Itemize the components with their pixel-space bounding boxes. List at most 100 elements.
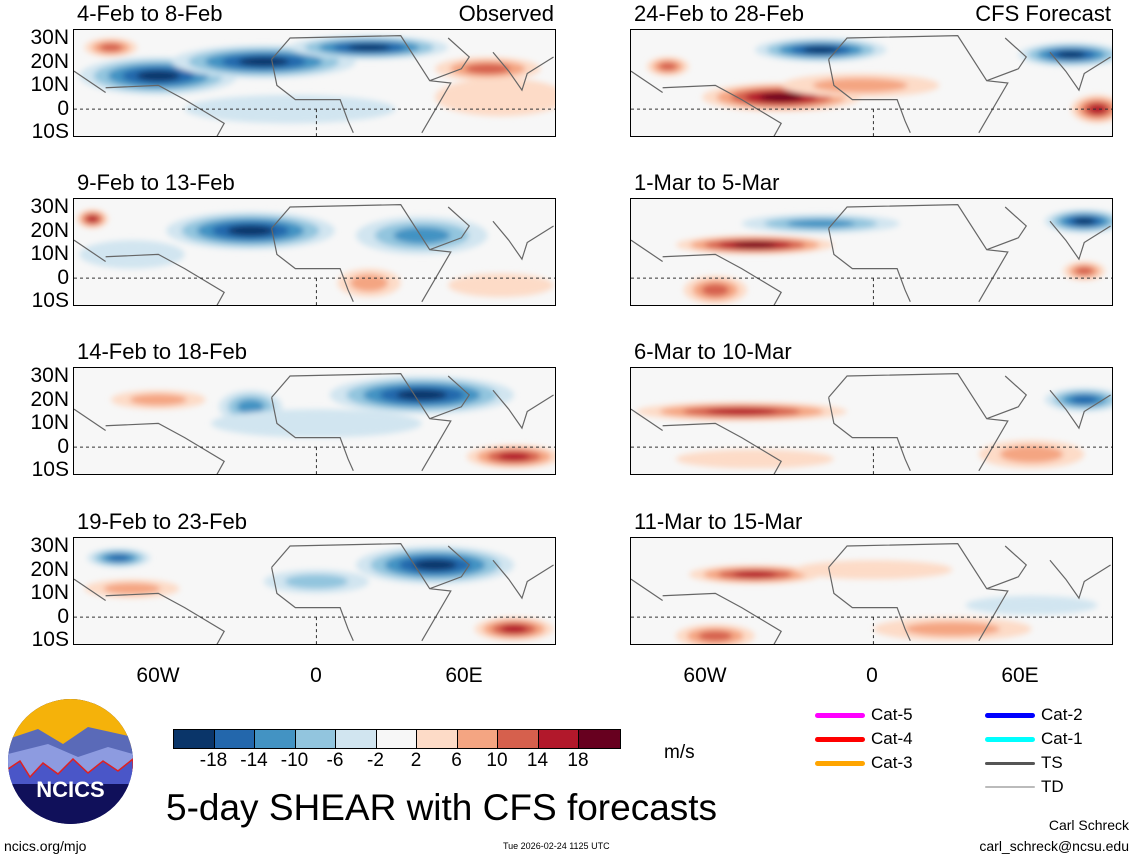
shear-contour [413,559,457,571]
footer-url[interactable]: ncics.org/mjo [4,838,87,854]
shear-contour [465,63,511,74]
panel-title: 1-Mar to 5-Mar [634,170,780,195]
lon-label: 60E [1001,664,1039,687]
legend-item: TS [985,753,1063,773]
colorbar-swatch [498,730,539,748]
legend-item: Cat-4 [815,729,913,749]
shear-contour [1056,51,1086,58]
lat-label: 30N [30,26,69,49]
panel-title: 14-Feb to 18-Feb [77,339,247,364]
shear-contour [786,219,855,228]
logo: NCICS [8,699,133,824]
shear-map-panel [630,367,1113,475]
panel-title: 24-Feb to 28-Feb [634,1,804,26]
footer-email[interactable]: carl_schreck@ncsu.edu [979,838,1129,854]
colorbar-tick-label: 10 [486,750,508,771]
colorbar-tick-label: -2 [367,750,384,771]
shear-map-panel [630,29,1113,137]
lat-label: 0 [57,265,69,289]
lat-label: 10N [30,242,69,265]
shear-contour [129,394,187,406]
shear-contour [448,273,554,298]
shear-map-panel [73,29,556,137]
colorbar-tick-label: -10 [280,750,309,771]
shear-contour [500,625,528,633]
shear-contour [999,445,1064,463]
track-line-icon [985,761,1035,765]
colorbar-tick-label: 14 [526,750,549,771]
shear-contour [103,582,161,595]
shear-contour [435,78,555,117]
lat-label: 20N [30,218,69,242]
lat-label: 0 [57,434,69,458]
shear-contour [238,57,289,67]
footer-author: Carl Schreck [1048,817,1129,833]
lat-label: 30N [30,534,69,557]
legend-label: TD [1041,777,1064,796]
shear-contour [393,227,451,244]
coastline [631,204,1111,305]
shear-map-panel [73,198,556,306]
coastline [74,204,554,305]
shear-map-panel [630,198,1113,306]
panel-title: 9-Feb to 13-Feb [77,170,235,195]
lon-label: 60W [136,664,180,687]
colorbar-tick-label: 2 [410,750,422,771]
colorbar-swatch [376,730,417,748]
shear-contour [498,452,530,461]
shear-contour [794,560,953,580]
lat-label: 10N [30,581,69,604]
footer-timestamp: Tue 2026-02-24 1125 UTC [503,841,610,851]
legend-label: Cat-5 [871,705,913,724]
colorbar-swatch [538,730,579,748]
colorbar-tick-label: -6 [326,750,344,771]
shear-map-panel [73,537,556,645]
colorbar [173,729,621,749]
shear-contour [965,595,1098,615]
colorbar-swatch [579,730,620,748]
lon-label: 0 [866,664,878,687]
track-line-icon [815,736,865,742]
shear-contour [1075,266,1094,276]
colorbar-swatch [457,730,498,748]
shear-contour [802,46,839,54]
colorbar-swatch [417,730,458,748]
legend-item: Cat-3 [815,753,913,773]
lat-label: 0 [57,604,69,628]
lat-label: 10N [30,73,69,96]
panel-title: 6-Mar to 10-Mar [634,339,792,364]
legend-label: Cat-4 [871,729,913,748]
coastline [74,373,554,474]
main-title: 5-day SHEAR with CFS forecasts [166,787,718,828]
legend-item: Cat-2 [985,705,1083,725]
coastline [74,35,554,136]
shear-contour [284,574,349,589]
lat-label: 20N [30,49,69,73]
shear-contour [1071,395,1098,404]
shear-contour [733,242,777,248]
shear-contour [732,571,777,578]
colorbar-units: m/s [664,742,695,763]
panel-source-label: Observed [458,1,554,26]
coastline [631,35,1111,136]
lat-label: 10S [31,458,69,481]
lat-label: 30N [30,195,69,218]
lon-label: 0 [310,664,322,687]
shear-contour [227,225,274,236]
shear-contour [79,240,185,269]
lat-label: 20N [30,557,69,581]
shear-contour [905,621,1000,637]
shear-contour [1073,217,1095,225]
lat-label: 10N [30,411,69,434]
colorbar-tick-label: 18 [567,750,589,771]
shear-map-panel [73,367,556,475]
shear-contour [350,274,389,292]
shear-contour [87,215,98,223]
track-line-icon [815,712,865,718]
coastline [74,543,554,644]
track-line-icon [815,760,865,766]
lat-label: 0 [57,96,69,120]
shear-contour [108,554,130,562]
lat-label: 10S [31,628,69,651]
shear-contour [347,44,391,51]
